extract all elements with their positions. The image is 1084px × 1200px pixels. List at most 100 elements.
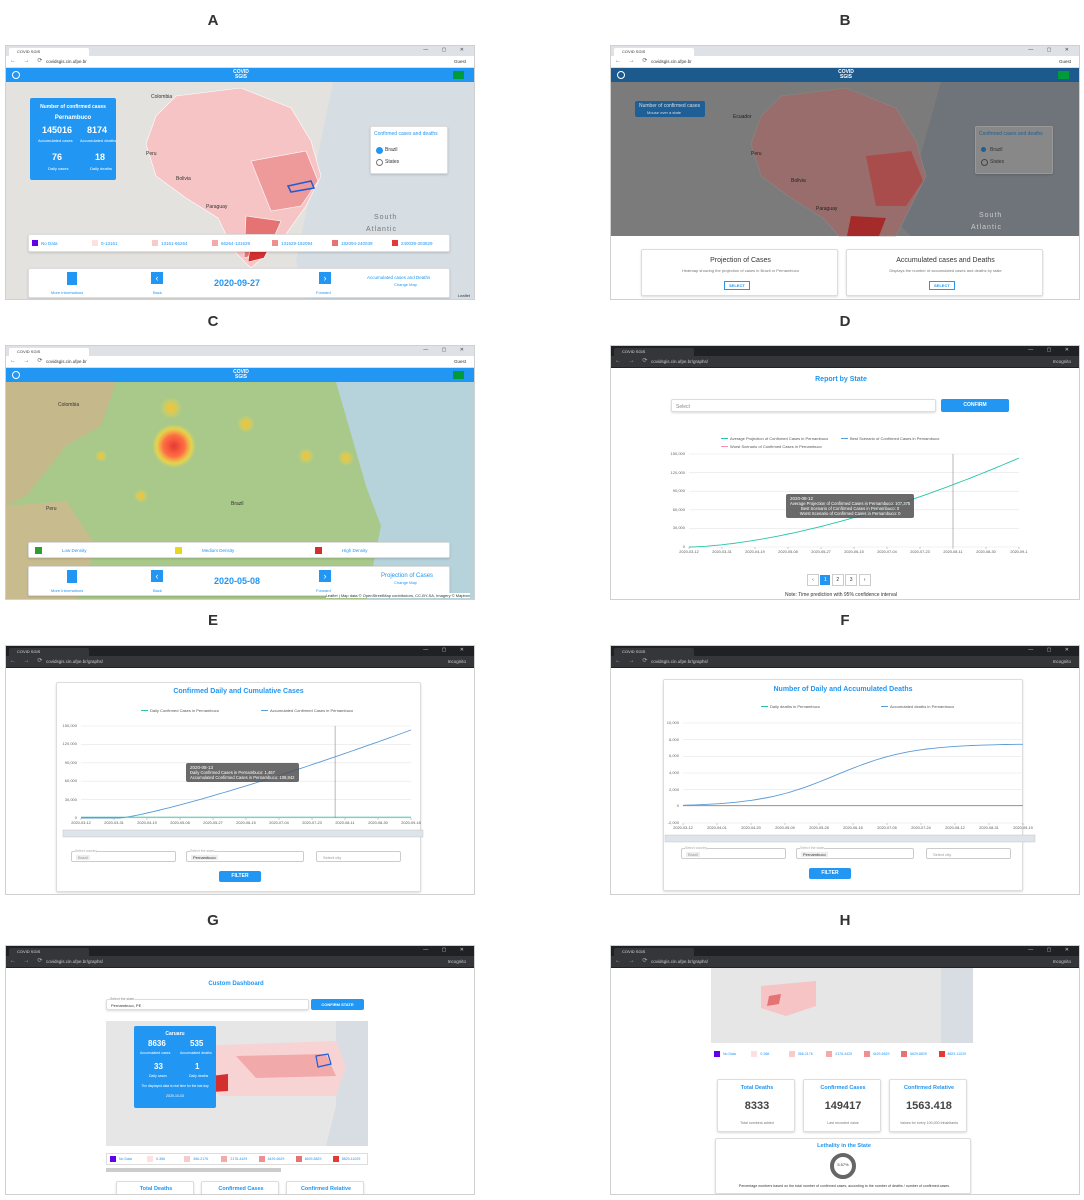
doc-icon[interactable]: [67, 570, 77, 583]
page-button[interactable]: 2: [831, 574, 844, 586]
profile[interactable]: Guest: [1058, 59, 1071, 64]
nav-change[interactable]: Change Map: [394, 282, 417, 287]
nav-arrows[interactable]: ← → ⟳: [10, 658, 46, 664]
radio-option[interactable]: Brazil: [385, 147, 398, 153]
nav-arrows[interactable]: ← → ⟳: [615, 58, 651, 64]
url[interactable]: covidsgis.cin.ufpe.br: [46, 359, 87, 364]
info-icon[interactable]: [617, 71, 625, 79]
url[interactable]: covidsgis.cin.ufpe.br/graphs/: [46, 959, 104, 964]
series-line: [81, 729, 412, 819]
legend-swatch: [863, 1051, 870, 1057]
select[interactable]: Select country Brazil: [71, 849, 176, 862]
confirm-button[interactable]: CONFIRM: [941, 399, 1009, 412]
nav-change[interactable]: Change Map: [394, 580, 417, 585]
radio-option[interactable]: Brazil: [990, 147, 1003, 153]
nav-next[interactable]: Projection of Cases: [381, 573, 434, 579]
info-state: Pernambuco: [54, 115, 92, 121]
page-button[interactable]: 1: [820, 575, 831, 585]
profile[interactable]: Incognito: [447, 959, 466, 964]
browser-tab[interactable]: COVID SGIS: [9, 348, 89, 356]
filter-button[interactable]: FILTER: [809, 868, 851, 879]
legend-item: 366-2176: [786, 1051, 823, 1057]
nav-arrows[interactable]: ← → ⟳: [10, 358, 46, 364]
url[interactable]: covidsgis.cin.ufpe.br: [651, 59, 692, 64]
profile[interactable]: Guest: [453, 359, 466, 364]
select[interactable]: Select the state Pernambuco: [796, 846, 914, 859]
map-label: Peru: [46, 506, 57, 512]
nav-more[interactable]: More Informations: [51, 290, 84, 295]
browser-tab[interactable]: COVID SGIS: [614, 48, 694, 56]
browser-tab[interactable]: COVID SGIS: [614, 948, 694, 956]
tab-title: COVID SGIS: [622, 649, 646, 654]
nav-more[interactable]: More Informations: [51, 588, 84, 593]
profile[interactable]: Incognito: [1052, 659, 1071, 664]
nav-forward[interactable]: Forward: [316, 588, 331, 593]
info-value: 8174: [87, 125, 108, 135]
nav-arrows[interactable]: ← → ⟳: [10, 958, 46, 964]
nav-back[interactable]: Back: [153, 290, 162, 295]
nav-arrows[interactable]: ← → ⟳: [10, 58, 46, 64]
card-title: Total Deaths: [740, 1085, 774, 1091]
legend-item: 240039-303829: [389, 240, 449, 246]
nav-forward[interactable]: Forward: [316, 290, 331, 295]
radio-title: Confirmed cases and deaths: [979, 131, 1043, 137]
browser-tab[interactable]: COVID SGIS: [9, 48, 89, 56]
nav-arrows[interactable]: ← → ⟳: [615, 358, 651, 364]
confirm-button[interactable]: CONFIRM STATE: [311, 999, 364, 1010]
forward-button[interactable]: ›: [319, 272, 331, 284]
card-button[interactable]: SELECT: [929, 281, 955, 290]
select[interactable]: Select the state Pernambuco: [186, 849, 304, 862]
nav-arrows[interactable]: ← → ⟳: [615, 658, 651, 664]
back-button[interactable]: ‹: [151, 272, 163, 284]
filter-button[interactable]: FILTER: [219, 871, 261, 882]
logo: COVID SGIS: [233, 69, 249, 80]
info-caption: Daily deaths: [189, 1074, 209, 1078]
url[interactable]: covidsgis.cin.ufpe.br/graphs/: [651, 359, 709, 364]
page-button[interactable]: ›: [858, 574, 871, 586]
info-value: 8636: [148, 1039, 166, 1048]
profile[interactable]: Guest: [453, 59, 466, 64]
profile[interactable]: Incognito: [1052, 359, 1071, 364]
card-button[interactable]: SELECT: [724, 281, 750, 290]
select-value: Brazil: [76, 855, 91, 860]
back-button[interactable]: ‹: [151, 570, 163, 582]
info-icon[interactable]: [12, 371, 20, 379]
select[interactable]: Select: [671, 399, 936, 412]
nav-next[interactable]: Accumulated cases and Deaths: [367, 275, 431, 280]
browser-tab[interactable]: COVID SGIS: [614, 648, 694, 656]
panel-g: Custom Dashboard Select the state Pernam…: [5, 945, 475, 1195]
page-button[interactable]: 3: [845, 574, 858, 586]
profile[interactable]: Incognito: [447, 659, 466, 664]
url[interactable]: covidsgis.cin.ufpe.br: [46, 59, 87, 64]
tab-title: COVID SGIS: [622, 949, 646, 954]
doc-icon[interactable]: [67, 272, 77, 285]
x-tick-label: 2020-04-19: [745, 550, 765, 554]
radio-option[interactable]: States: [990, 159, 1005, 165]
select[interactable]: Select country Brazil: [681, 846, 786, 859]
window-controls: — ▢ ✕: [1028, 947, 1075, 953]
browser-tab[interactable]: COVID SGIS: [9, 648, 89, 656]
profile[interactable]: Incognito: [1052, 959, 1071, 964]
legend-item: Daily deaths in Pernambuco: [761, 704, 820, 709]
browser-tab[interactable]: COVID SGIS: [614, 348, 694, 356]
select[interactable]: Select city: [316, 851, 401, 862]
app-header: COVID SGIS: [611, 68, 1079, 82]
tab-bar: COVID SGIS — ▢ ✕: [611, 46, 1079, 56]
stat-card: Confirmed Relative: [286, 1181, 364, 1194]
nav-arrows[interactable]: ← → ⟳: [615, 958, 651, 964]
nav-back[interactable]: Back: [153, 588, 162, 593]
url[interactable]: covidsgis.cin.ufpe.br/graphs/: [651, 659, 709, 664]
card-title: Confirmed Relative: [903, 1085, 955, 1091]
page-button[interactable]: ‹: [807, 574, 819, 586]
select[interactable]: Select the state Pernambuco, PE: [106, 997, 309, 1010]
select[interactable]: Select city: [926, 848, 1011, 859]
url[interactable]: covidsgis.cin.ufpe.br/graphs/: [651, 959, 709, 964]
forward-button[interactable]: ›: [319, 570, 331, 582]
info-icon[interactable]: [12, 71, 20, 79]
legend-item: Daily Confirmed Cases in Pernambuco: [141, 708, 219, 713]
url[interactable]: covidsgis.cin.ufpe.br/graphs/: [46, 659, 104, 664]
radio-option[interactable]: States: [385, 159, 400, 165]
browser-tab[interactable]: COVID SGIS: [9, 948, 89, 956]
legend-item: High Density: [309, 546, 449, 554]
